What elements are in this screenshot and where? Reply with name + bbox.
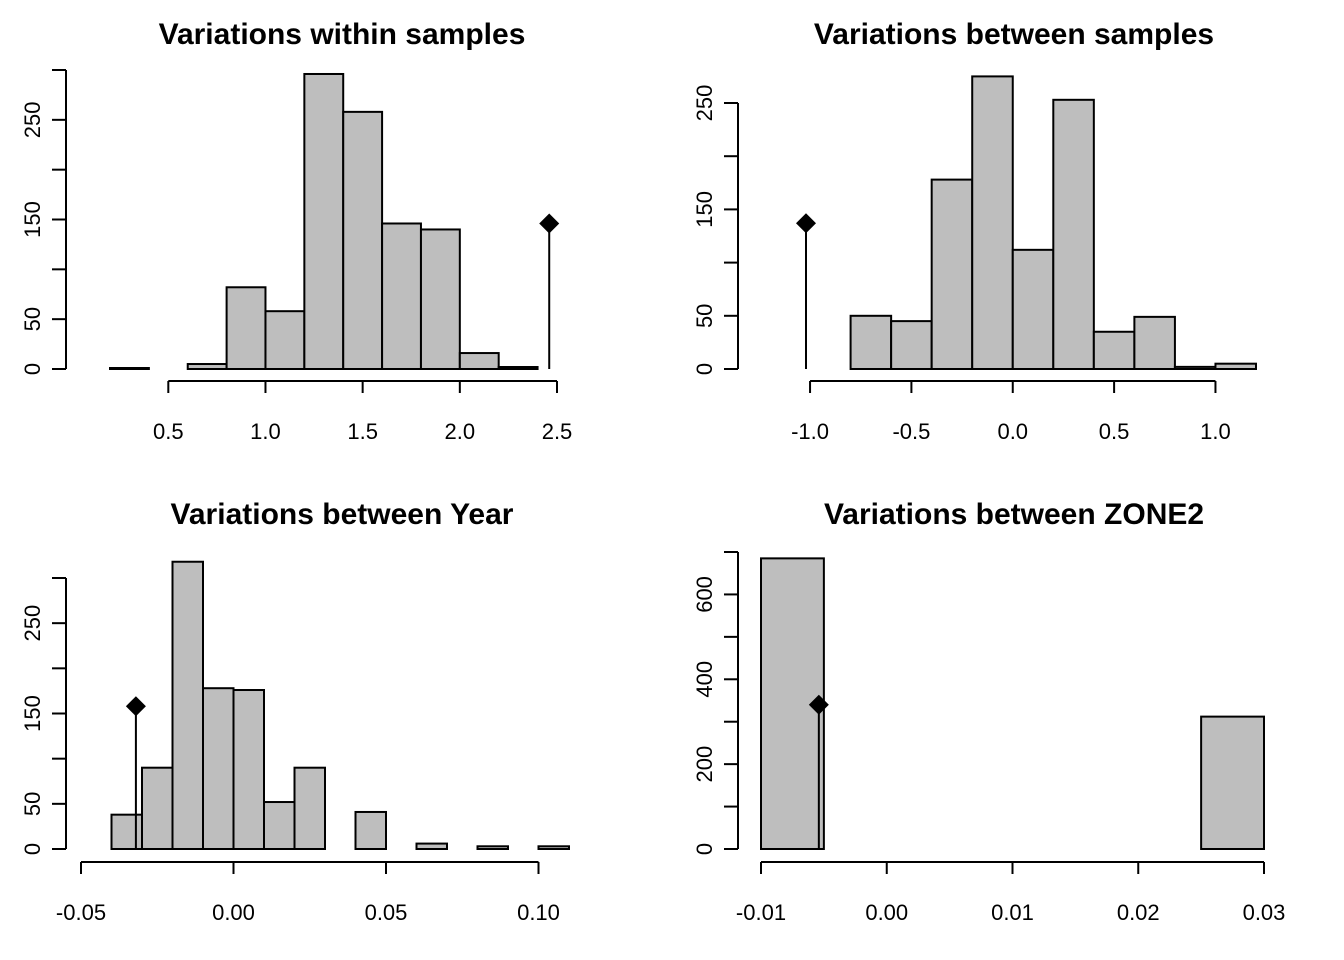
histogram-bar [1173, 365, 1217, 371]
x-tick-label: 0.02 [1117, 900, 1160, 925]
x-tick-label: 0.03 [1243, 900, 1286, 925]
histogram-bar [225, 286, 267, 371]
histogram-bar [232, 689, 265, 850]
y-tick-label: 150 [20, 695, 45, 732]
observed-marker [808, 694, 829, 715]
histogram-bar [342, 110, 384, 371]
histogram-bar [458, 352, 500, 371]
histogram-bar [419, 228, 461, 370]
histogram-bar [930, 178, 974, 370]
x-tick-label: -0.5 [892, 419, 930, 444]
histogram-bar [890, 320, 933, 370]
x-tick-label: -1.0 [791, 419, 829, 444]
x-tick-label: 2.0 [445, 419, 476, 444]
histogram-bar [1200, 715, 1265, 850]
x-tick-label: 0.05 [365, 900, 408, 925]
x-tick-label: 0.10 [517, 900, 560, 925]
observed-marker [539, 213, 560, 234]
histogram-bar [971, 75, 1014, 371]
histogram-bar [264, 310, 306, 370]
y-tick-label: 400 [692, 661, 717, 698]
panel-between-year: Variations between Year -0.05 0.00 0.05 0.1… [20, 498, 570, 925]
panel-title: Variations between Year [171, 498, 514, 531]
x-tick-label: -0.01 [736, 900, 786, 925]
histogram-bar [415, 842, 448, 851]
x-tick-label: 0.01 [991, 900, 1034, 925]
histogram-bar [1052, 98, 1095, 370]
x-tick-label: 1.0 [1200, 419, 1231, 444]
histogram-bar [171, 560, 204, 850]
histogram-bar [849, 314, 893, 370]
y-tick-label: 50 [20, 307, 45, 331]
x-tick-label: 0.00 [865, 900, 908, 925]
x-tick-label: 0.5 [1099, 419, 1130, 444]
histogram-bar [186, 363, 228, 370]
panel-title: Variations between samples [814, 18, 1214, 51]
panel-within-samples: Variations within samples 0.5 1.0 1.5 2.0 2.… [20, 18, 572, 444]
histogram-bar [263, 801, 296, 851]
histogram-bar [537, 845, 570, 850]
x-tick-label: -0.05 [56, 900, 106, 925]
histogram-bar [202, 687, 235, 850]
panel-between-zone2: Variations between ZONE2 -0.01 0.00 0.01 0.… [692, 498, 1285, 925]
histogram-bar [354, 810, 387, 850]
histogram-bar [293, 766, 326, 851]
y-tick-label: 250 [20, 605, 45, 642]
y-tick-label: 0 [20, 843, 45, 855]
y-tick-label: 0 [692, 363, 717, 375]
histogram-bar [497, 366, 539, 370]
histogram-bar [110, 813, 143, 851]
y-tick-label: 150 [20, 201, 45, 238]
observed-marker [796, 213, 816, 234]
histogram-bar [141, 766, 174, 851]
histogram-bar [109, 367, 150, 370]
histogram-bar [381, 222, 422, 370]
histogram-bar [1092, 330, 1136, 371]
histogram-bar [476, 845, 509, 850]
observed-marker [125, 696, 146, 717]
x-tick-label: 0.5 [153, 419, 184, 444]
histogram-bar [1214, 362, 1258, 370]
y-tick-label: 250 [692, 85, 717, 122]
y-tick-label: 600 [692, 576, 717, 613]
histogram-bar [1011, 248, 1055, 370]
y-tick-label: 250 [20, 101, 45, 138]
y-tick-label: 150 [692, 191, 717, 228]
panel-title: Variations between ZONE2 [824, 498, 1204, 531]
panel-title: Variations within samples [159, 18, 526, 51]
x-tick-label: 2.5 [542, 419, 573, 444]
histogram-bar [1133, 315, 1176, 371]
x-tick-label: 1.0 [250, 419, 281, 444]
y-tick-label: 200 [692, 746, 717, 783]
y-tick-label: 0 [20, 363, 45, 375]
x-tick-label: 0.00 [212, 900, 255, 925]
histogram-bar [303, 72, 345, 370]
x-tick-label: 1.5 [347, 419, 378, 444]
y-tick-label: 50 [692, 304, 717, 328]
y-tick-label: 0 [692, 843, 717, 855]
x-tick-label: 0.0 [997, 419, 1028, 444]
panel-between-samples: Variations between samples -1.0 -0.5 0.0 0.… [692, 18, 1258, 444]
y-tick-label: 50 [20, 792, 45, 816]
